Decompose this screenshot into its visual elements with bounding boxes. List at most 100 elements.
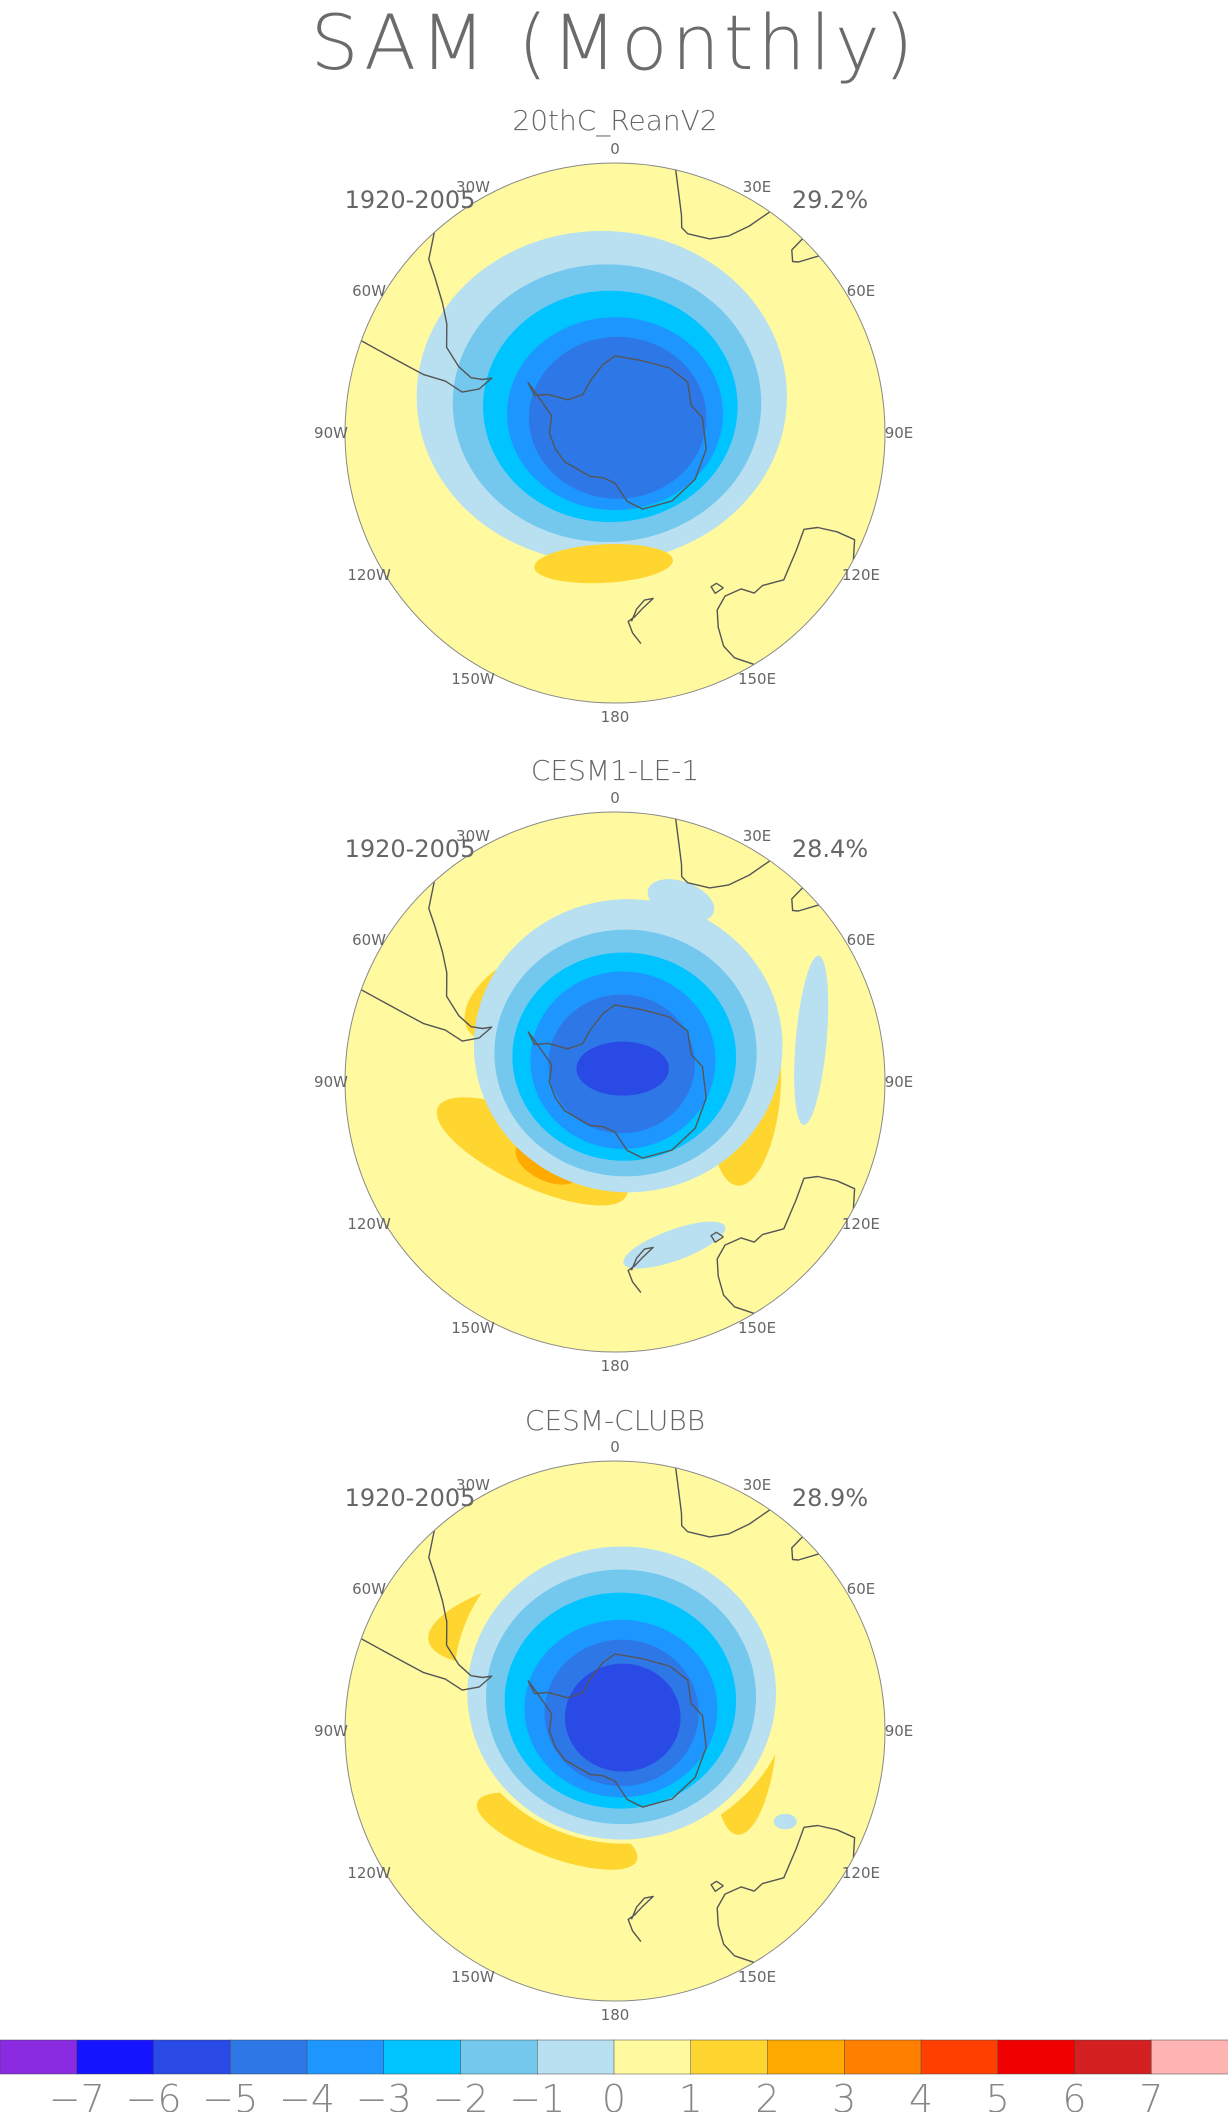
colorbar-swatch — [153, 2039, 231, 2075]
coastline — [675, 169, 771, 240]
map-panel: 20thC_ReanV2 1920-2005 29.2% 0 30E 60E 90E 120E… — [314, 104, 913, 726]
longitude-label: 120E — [842, 566, 880, 584]
colorbar-swatch — [844, 2039, 922, 2075]
longitude-label: 60E — [847, 1580, 876, 1598]
colorbar-label: −5 — [202, 2077, 258, 2112]
coastline — [627, 1246, 654, 1294]
colorbar-swatch — [537, 2039, 615, 2075]
anomaly-shading — [360, 1467, 856, 1964]
longitude-label: 60W — [352, 282, 386, 300]
longitude-label: 90W — [314, 424, 348, 442]
anomaly-shading — [360, 169, 856, 666]
colorbar-swatch — [76, 2039, 155, 2075]
coastline — [360, 881, 493, 1042]
coastline — [791, 238, 820, 263]
coastline — [675, 818, 771, 889]
map-border — [344, 162, 886, 704]
colorbar-label: −6 — [125, 2077, 181, 2112]
anomaly-contour — [623, 1221, 726, 1269]
coastline — [710, 1231, 724, 1244]
longitude-label: 180 — [601, 708, 630, 726]
coastline — [627, 1895, 654, 1943]
coastline — [710, 582, 724, 594]
colorbar-swatch — [613, 2039, 692, 2075]
longitude-label: 150E — [738, 1319, 776, 1337]
anomaly-contour — [564, 1663, 681, 1772]
colorbar: −7 −6 −5 −4 −3 −2 −1 0 1 2 3 4 5 6 7 — [0, 2039, 1228, 2112]
panel-variance: 28.4% — [792, 835, 868, 863]
longitude-label: 120W — [347, 1215, 391, 1233]
longitude-label: 60W — [352, 1580, 386, 1598]
anomaly-contour — [576, 1041, 669, 1096]
coastline — [675, 1467, 771, 1538]
longitude-label: 120E — [842, 1864, 880, 1882]
colorbar-label: 7 — [1139, 2077, 1163, 2112]
colorbar-label: −2 — [432, 2077, 488, 2112]
coastline — [360, 232, 493, 393]
colorbar-swatch — [1151, 2039, 1228, 2075]
longitude-label: 120W — [347, 1864, 391, 1882]
panel-variance: 28.9% — [792, 1484, 868, 1512]
longitude-label: 30E — [743, 1476, 772, 1494]
colorbar-swatch — [460, 2039, 538, 2075]
colorbar-swatch — [1074, 2039, 1152, 2075]
panel-period: 1920-2005 — [345, 186, 476, 214]
colorbar-label: 3 — [832, 2077, 856, 2112]
longitude-label: 90E — [885, 424, 914, 442]
colorbar-swatch — [767, 2039, 845, 2075]
anomaly-contour — [794, 955, 829, 1125]
colorbar-label: 5 — [986, 2077, 1010, 2112]
coastline — [527, 1653, 707, 1808]
panel-title: 20thC_ReanV2 — [512, 104, 717, 138]
colorbar-label: −7 — [49, 2077, 105, 2112]
anomaly-shading — [360, 818, 856, 1315]
colorbar-label: 1 — [679, 2077, 703, 2112]
longitude-label: 0 — [610, 789, 620, 807]
longitude-label: 60E — [847, 282, 876, 300]
coastline — [527, 1004, 707, 1159]
longitude-label: 90W — [314, 1073, 348, 1091]
longitude-label: 120W — [347, 566, 391, 584]
panel-title: CESM1-LE-1 — [531, 754, 699, 787]
longitude-label: 0 — [610, 140, 620, 158]
anomaly-contour — [534, 544, 673, 584]
colorbar-swatch — [690, 2039, 769, 2075]
colorbar-swatch — [997, 2039, 1076, 2075]
page-title: SAM (Monthly) — [310, 0, 918, 87]
colorbar-swatch — [306, 2039, 385, 2075]
map-panel: CESM-CLUBB 1920-2005 28.9% 0 30E 60E 90E 120E 15… — [314, 1404, 913, 2024]
longitude-label: 30E — [743, 178, 772, 196]
colorbar-label: 6 — [1062, 2077, 1086, 2112]
longitude-label: 90E — [885, 1073, 914, 1091]
longitude-label: 180 — [601, 1357, 630, 1375]
longitude-label: 30W — [456, 178, 490, 196]
panel-period: 1920-2005 — [345, 1484, 476, 1512]
colorbar-label: 2 — [755, 2077, 779, 2112]
panel-period: 1920-2005 — [345, 835, 476, 863]
colorbar-label: −1 — [509, 2077, 565, 2112]
longitude-label: 150E — [738, 1968, 776, 1986]
colorbar-swatch — [230, 2039, 308, 2075]
coastline — [527, 355, 707, 510]
coastline — [716, 526, 856, 666]
panel-variance: 29.2% — [792, 186, 868, 214]
longitude-label: 150W — [451, 1319, 495, 1337]
longitude-label: 120E — [842, 1215, 880, 1233]
anomaly-contour — [476, 1792, 638, 1870]
coastline — [791, 887, 820, 912]
longitude-label: 150W — [451, 1968, 495, 1986]
longitude-label: 60W — [352, 931, 386, 949]
longitude-label: 150E — [738, 670, 776, 688]
longitude-label: 150W — [451, 670, 495, 688]
anomaly-contour — [528, 336, 707, 499]
longitude-label: 90E — [885, 1722, 914, 1740]
map-border — [344, 1460, 886, 2002]
colorbar-swatch — [0, 2039, 78, 2075]
longitude-label: 90W — [314, 1722, 348, 1740]
longitude-label: 180 — [601, 2006, 630, 2024]
colorbar-label: 4 — [909, 2077, 933, 2112]
panel-title: CESM-CLUBB — [525, 1404, 705, 1437]
map-border — [344, 811, 886, 1353]
longitude-label: 60E — [847, 931, 876, 949]
